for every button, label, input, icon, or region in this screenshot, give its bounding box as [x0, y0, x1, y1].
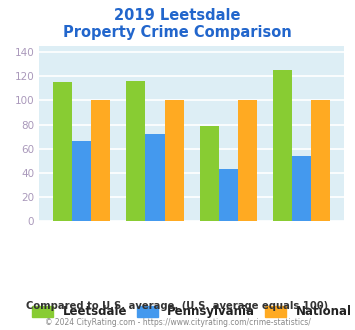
Text: 2019 Leetsdale: 2019 Leetsdale	[114, 8, 241, 23]
Bar	[200, 126, 219, 221]
Bar	[91, 100, 110, 221]
Legend: Leetsdale, Pennsylvania, National: Leetsdale, Pennsylvania, National	[27, 300, 355, 323]
Bar	[164, 100, 184, 221]
Bar	[219, 169, 238, 221]
Bar	[126, 81, 146, 221]
Text: © 2024 CityRating.com - https://www.cityrating.com/crime-statistics/: © 2024 CityRating.com - https://www.city…	[45, 318, 310, 327]
Text: Compared to U.S. average. (U.S. average equals 100): Compared to U.S. average. (U.S. average …	[26, 301, 329, 311]
Bar	[72, 142, 91, 221]
Bar	[292, 156, 311, 221]
Bar	[146, 134, 164, 221]
Bar	[238, 100, 257, 221]
Text: Property Crime Comparison: Property Crime Comparison	[63, 25, 292, 40]
Bar	[53, 82, 72, 221]
Bar	[311, 100, 331, 221]
Bar	[273, 70, 292, 221]
